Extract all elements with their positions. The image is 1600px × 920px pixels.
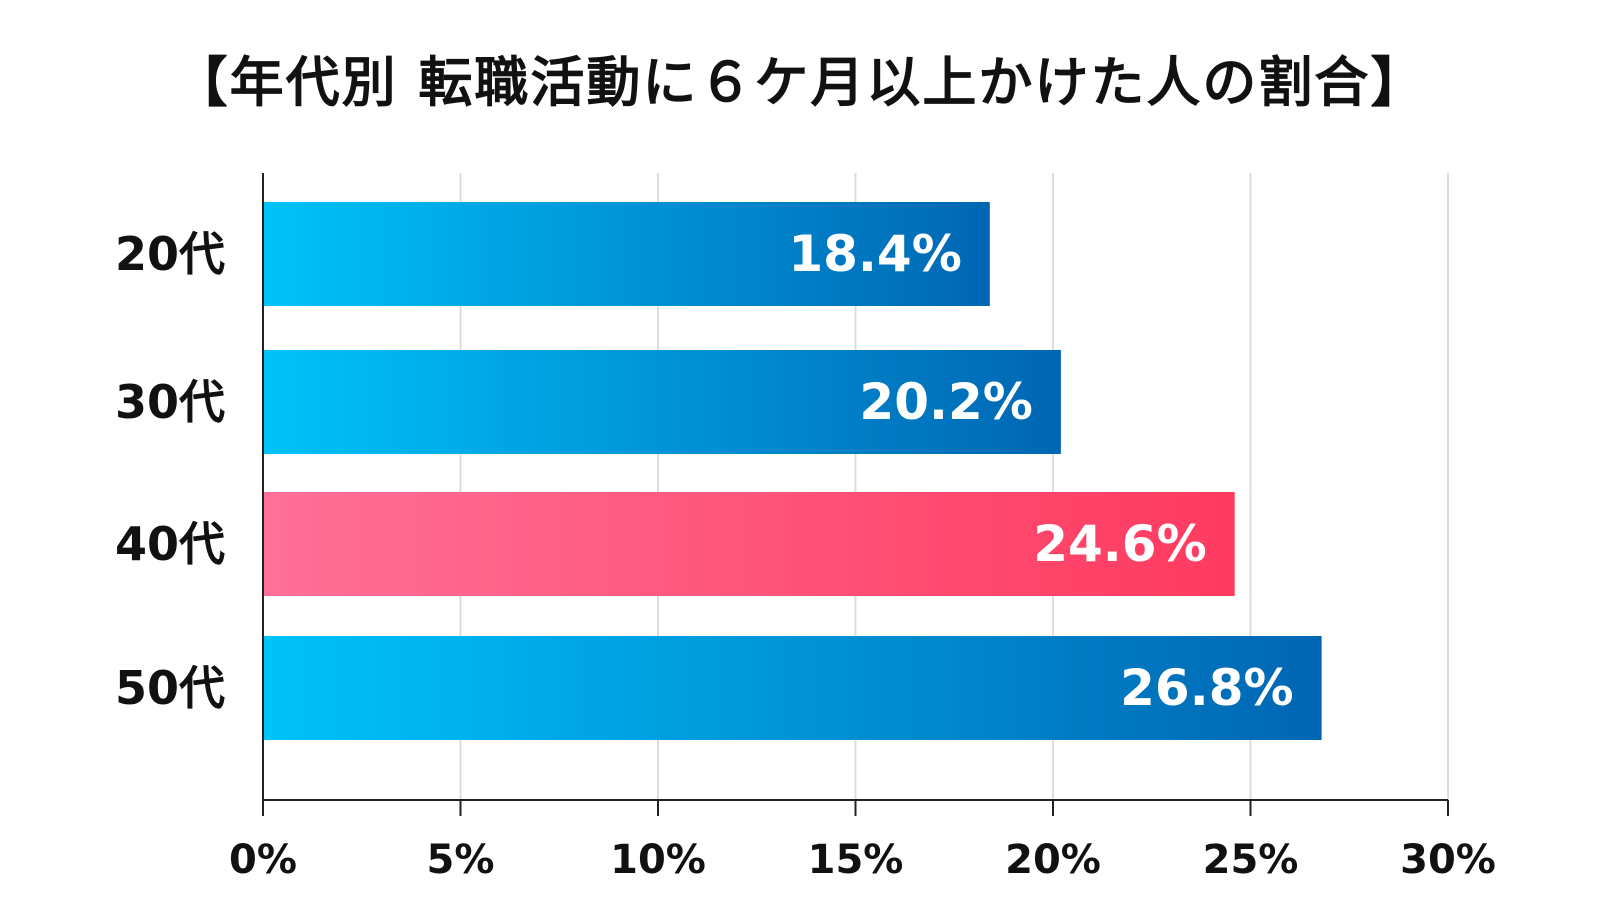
bar-40代 — [263, 492, 1235, 596]
category-label-30代: 30代 — [115, 375, 225, 429]
x-tick-label-5: 5% — [427, 837, 495, 883]
x-tick-label-10: 10% — [610, 837, 706, 883]
bar-value-label-40代: 24.6% — [1033, 515, 1206, 573]
x-tick-label-20: 20% — [1005, 837, 1101, 883]
x-tick-label-25: 25% — [1203, 837, 1299, 883]
category-label-20代: 20代 — [115, 227, 225, 281]
x-tick-label-15: 15% — [808, 837, 904, 883]
bar-value-label-50代: 26.8% — [1120, 659, 1293, 717]
category-label-50代: 50代 — [115, 661, 225, 715]
category-label-40代: 40代 — [115, 517, 225, 571]
chart-title: 【年代別 転職活動に６ケ月以上かけた人の割合】 — [173, 51, 1427, 114]
x-tick-label-0: 0% — [229, 837, 297, 883]
bar-value-label-30代: 20.2% — [859, 373, 1032, 431]
bar-value-label-20代: 18.4% — [788, 225, 961, 283]
bar-30代 — [263, 350, 1061, 454]
bar-20代 — [263, 202, 990, 306]
bar-50代 — [263, 636, 1322, 740]
x-tick-label-30: 30% — [1400, 837, 1496, 883]
